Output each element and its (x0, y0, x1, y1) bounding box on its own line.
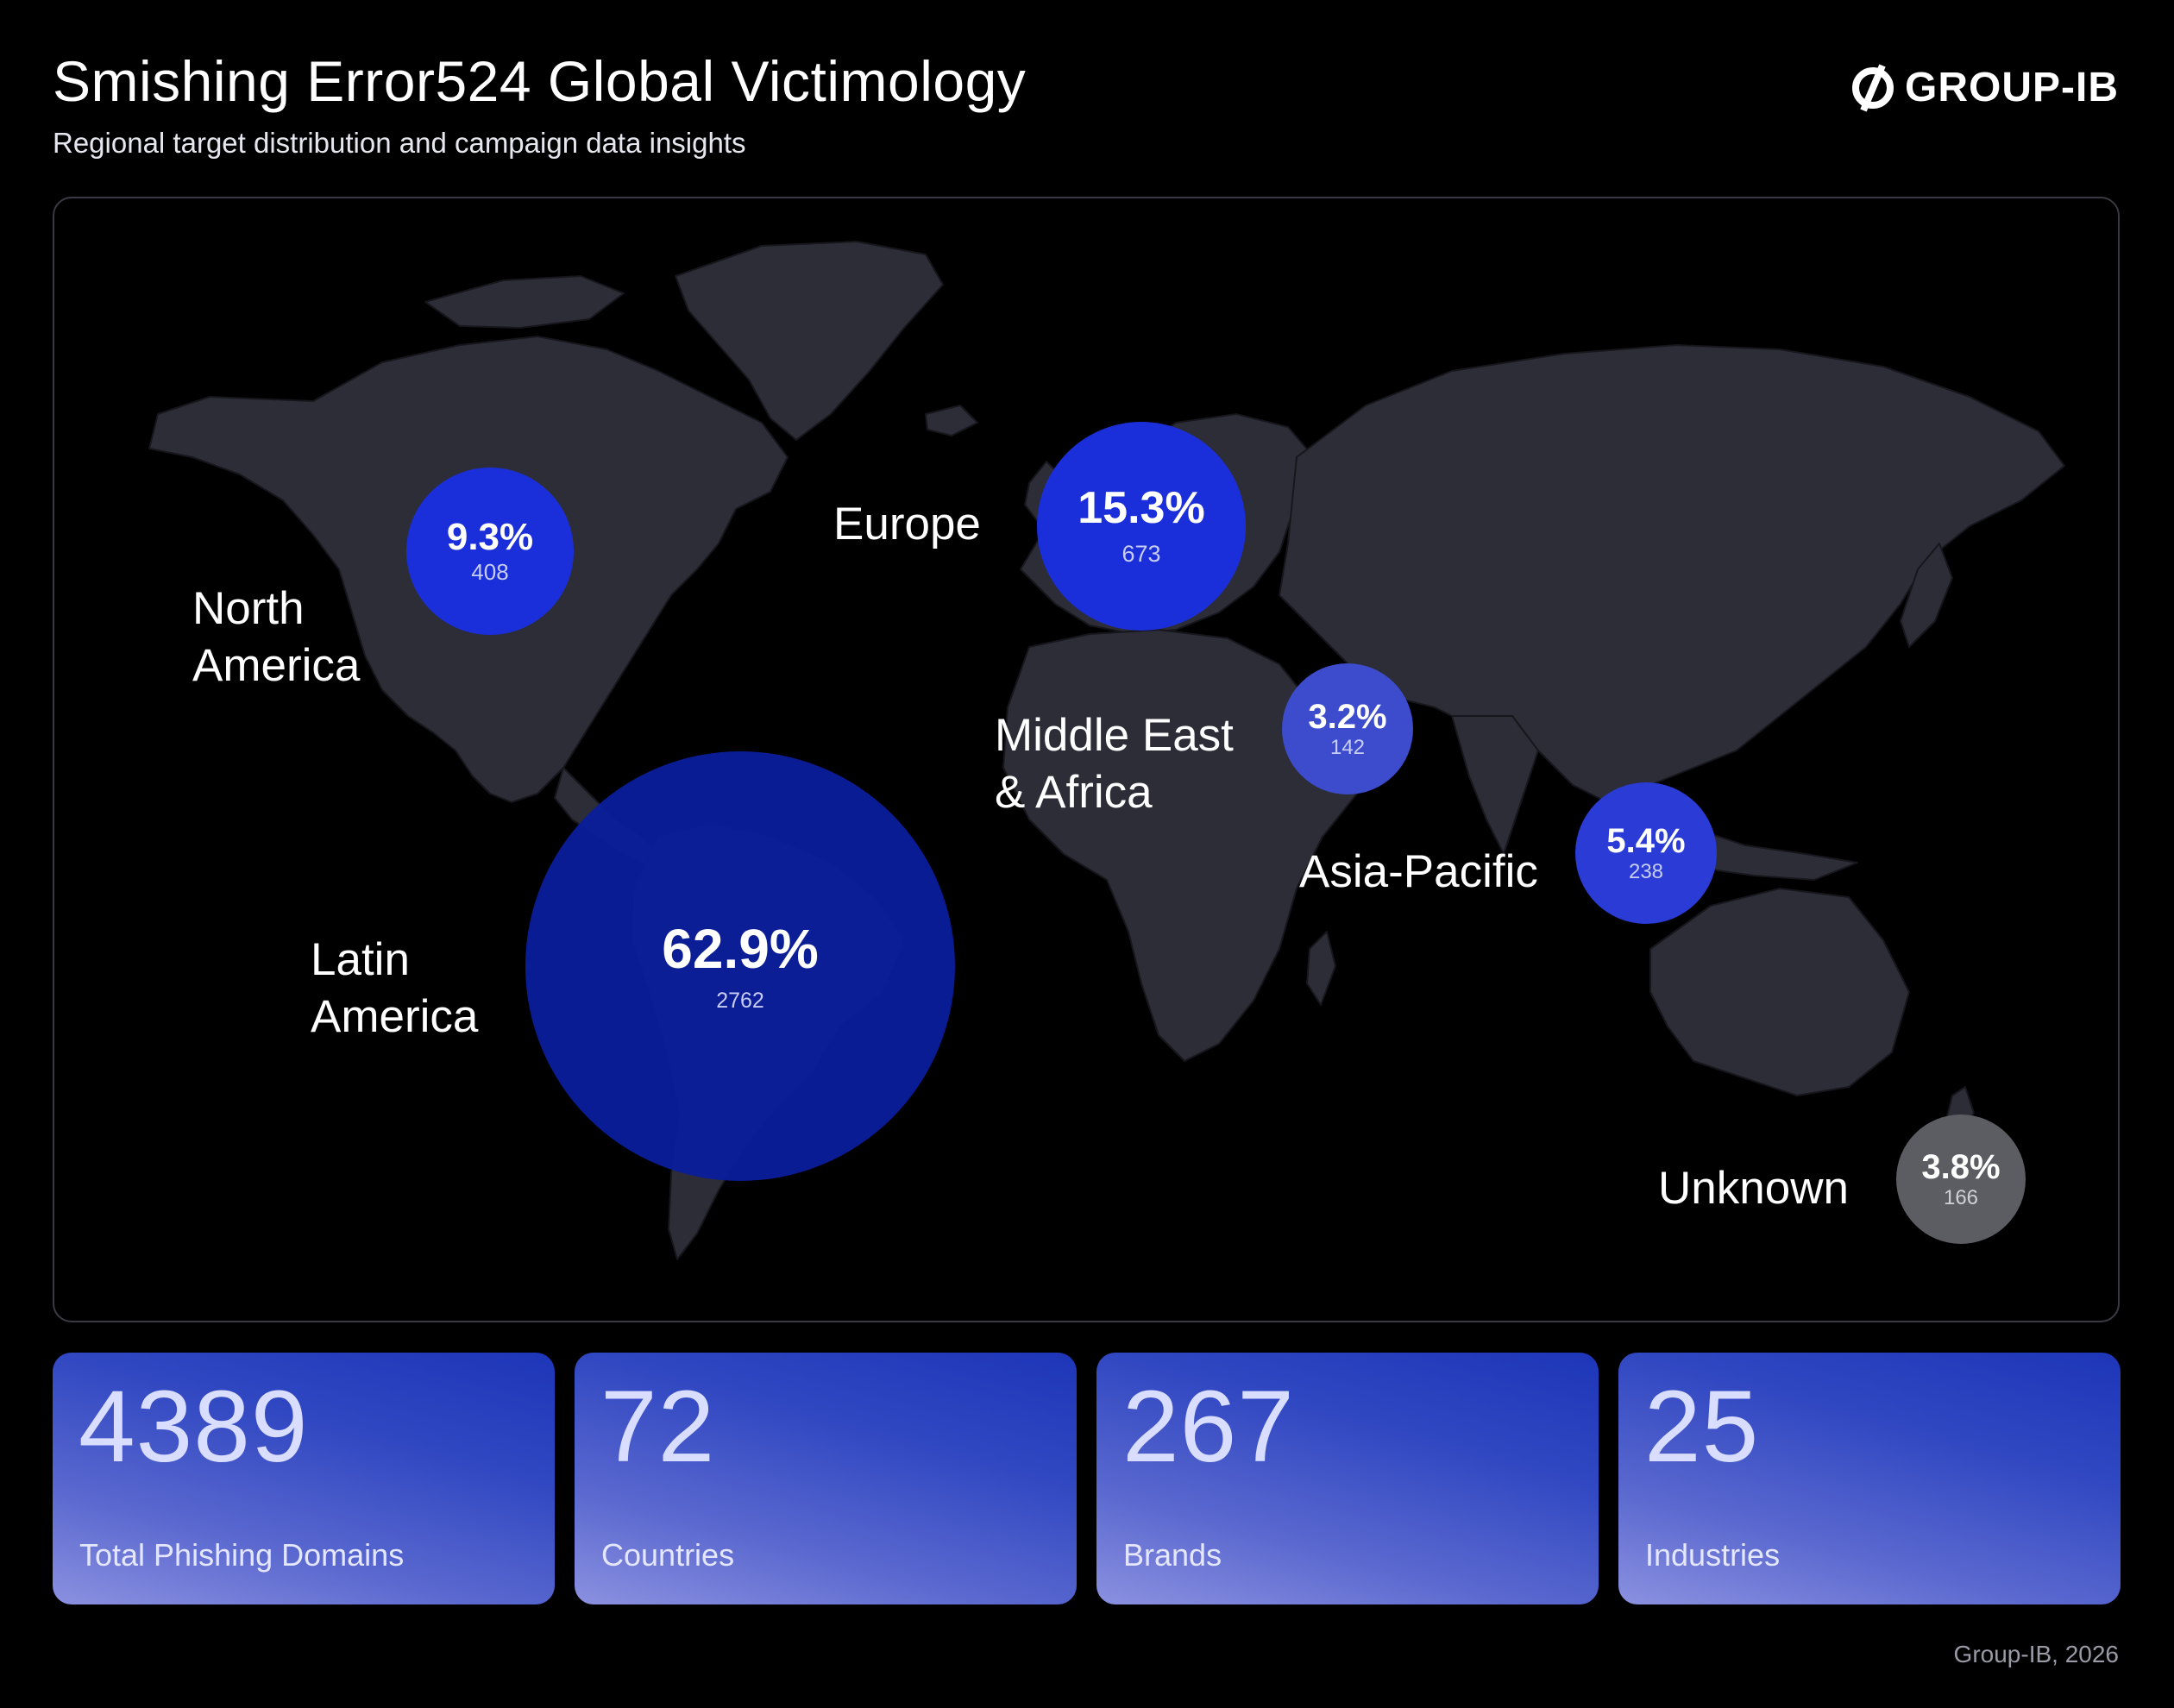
label-latin-america: Latin America (311, 934, 479, 1042)
footer-credit: Group-IB, 2026 (1953, 1641, 2119, 1667)
arctic-islands (424, 275, 625, 329)
stat-value: 72 (600, 1370, 716, 1484)
stat-card-countries: 72 Countries (575, 1353, 1077, 1604)
label-unknown: Unknown (1658, 1163, 1849, 1214)
page-title: Smishing Error524 Global Victimology (53, 49, 1027, 113)
stat-value: 267 (1122, 1370, 1295, 1484)
iceland-landmass (925, 405, 978, 436)
label-asia-pacific: Asia-Pacific (1299, 846, 1538, 897)
bubble-north-america: 9.3% 408 (406, 468, 574, 635)
world-map-panel: North America Europe Middle East & Afric… (53, 197, 2120, 1322)
label-middle-east-africa: Middle East & Africa (995, 710, 1234, 818)
count-latin-america: 2762 (716, 989, 764, 1014)
group-ib-logo-icon (1852, 64, 1894, 112)
stat-value: 25 (1644, 1370, 1760, 1484)
brand-name: GROUP-IB (1905, 64, 2119, 110)
count-middle-east-africa: 142 (1329, 735, 1366, 759)
stat-label: Industries (1645, 1537, 1781, 1573)
bubble-latin-america: 62.9% 2762 (525, 751, 955, 1181)
madagascar-landmass (1306, 931, 1336, 1006)
count-north-america: 408 (471, 558, 509, 585)
percent-middle-east-africa: 3.2% (1308, 697, 1387, 736)
stat-label: Brands (1123, 1537, 1222, 1573)
percent-europe: 15.3% (1078, 483, 1205, 534)
africa-landmass (1002, 629, 1358, 1062)
bubble-europe: 15.3% 673 (1037, 422, 1246, 631)
label-europe: Europe (833, 499, 981, 549)
bubble-unknown: 3.8% 166 (1896, 1115, 2026, 1244)
bubble-middle-east-africa: 3.2% 142 (1282, 663, 1413, 794)
stat-card-industries: 25 Industries (1618, 1353, 2121, 1604)
stat-card-brands: 267 Brands (1096, 1353, 1599, 1604)
percent-unknown: 3.8% (1921, 1147, 2001, 1186)
count-unknown: 166 (1943, 1185, 1979, 1209)
percent-latin-america: 62.9% (662, 917, 819, 980)
count-asia-pacific: 238 (1628, 859, 1664, 883)
stat-card-total-domains: 4389 Total Phishing Domains (53, 1353, 555, 1604)
percent-north-america: 9.3% (446, 516, 534, 559)
brand-logo: GROUP-IB (1848, 62, 2119, 112)
label-north-america: North America (192, 583, 361, 691)
count-europe: 673 (1122, 541, 1161, 568)
india-landmass (1451, 715, 1539, 855)
australia-landmass (1649, 888, 1910, 1096)
stat-value: 4389 (79, 1370, 309, 1484)
stat-label: Total Phishing Domains (79, 1537, 405, 1573)
stat-label: Countries (601, 1537, 735, 1573)
japan-landmass (1900, 543, 1953, 648)
percent-asia-pacific: 5.4% (1606, 821, 1686, 860)
greenland-landmass (675, 241, 944, 441)
bubble-asia-pacific: 5.4% 238 (1575, 782, 1717, 924)
page-subtitle: Regional target distribution and campaig… (53, 127, 746, 159)
